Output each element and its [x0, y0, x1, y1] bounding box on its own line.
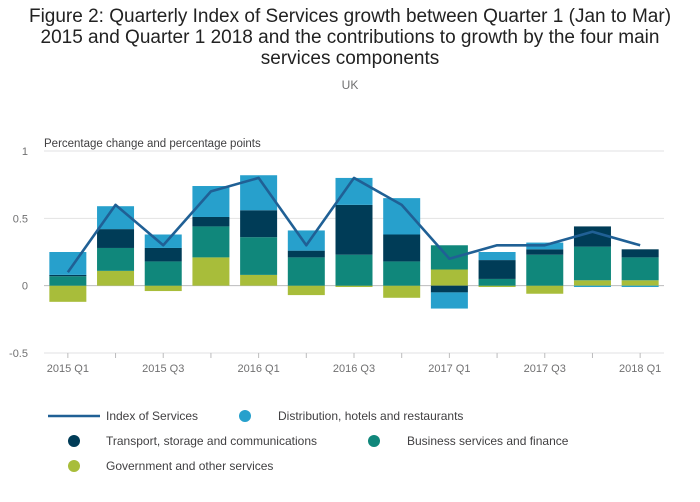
legend-swatch-government-and-other-services: [68, 460, 80, 472]
chart-title: Figure 2: Quarterly Index of Services gr…: [28, 6, 672, 69]
bar-transport-storage-and-communications: [287, 250, 325, 258]
bar-government-and-other-services: [287, 285, 325, 296]
bar-business-services-and-finance: [526, 254, 564, 286]
x-tick-label: 2017 Q1: [428, 363, 470, 375]
bar-business-services-and-finance: [144, 261, 182, 286]
legend-label-government-and-other-services: Government and other services: [106, 459, 273, 473]
bar-government-and-other-services: [240, 274, 278, 286]
bar-transport-storage-and-communications: [240, 210, 278, 238]
x-tick-label: 2015 Q1: [47, 363, 89, 375]
y-tick-label: 0: [22, 281, 28, 293]
bar-government-and-other-services: [478, 285, 516, 288]
x-tick-label: 2016 Q1: [238, 363, 280, 375]
bar-transport-storage-and-communications: [478, 260, 516, 279]
legend-label-distribution-hotels-and-restaurants: Distribution, hotels and restaurants: [278, 409, 463, 423]
chart-subtitle: UK: [341, 78, 359, 92]
bar-business-services-and-finance: [335, 254, 373, 286]
legend-label-index-of-services: Index of Services: [106, 409, 198, 423]
bar-business-services-and-finance: [383, 261, 421, 286]
legend-swatch-transport-storage-and-communications: [68, 435, 80, 447]
bar-business-services-and-finance: [97, 247, 135, 271]
bar-business-services-and-finance: [192, 226, 230, 258]
bar-distribution-hotels-and-restaurants: [430, 292, 468, 309]
bar-transport-storage-and-communications: [97, 229, 135, 248]
bar-transport-storage-and-communications: [192, 216, 230, 227]
bar-transport-storage-and-communications: [49, 274, 87, 277]
x-tick-label: 2016 Q3: [333, 363, 375, 375]
y-axis-label: Percentage change and percentage points: [44, 138, 261, 150]
bar-business-services-and-finance: [621, 257, 659, 281]
index-line: [66, 176, 641, 273]
bar-distribution-hotels-and-restaurants: [97, 206, 135, 230]
bar-business-services-and-finance: [240, 237, 278, 275]
bar-business-services-and-finance: [287, 257, 325, 286]
y-tick-label: -0.5: [9, 348, 28, 360]
bar-business-services-and-finance: [49, 276, 87, 286]
bar-distribution-hotels-and-restaurants: [573, 285, 611, 288]
legend-swatch-distribution-hotels-and-restaurants: [239, 410, 251, 422]
bar-business-services-and-finance: [478, 278, 516, 286]
line-index-of-services: [66, 176, 641, 273]
bar-transport-storage-and-communications: [144, 247, 182, 262]
x-tick-label: 2018 Q1: [619, 363, 661, 375]
bar-transport-storage-and-communications: [430, 285, 468, 293]
bar-transport-storage-and-communications: [573, 226, 611, 247]
bar-transport-storage-and-communications: [526, 249, 564, 255]
bar-government-and-other-services: [383, 285, 421, 298]
bar-government-and-other-services: [144, 285, 182, 292]
bar-government-and-other-services: [573, 280, 611, 286]
bar-transport-storage-and-communications: [621, 249, 659, 258]
x-tick-label: 2017 Q3: [524, 363, 566, 375]
bar-government-and-other-services: [97, 270, 135, 286]
bar-distribution-hotels-and-restaurants: [287, 230, 325, 251]
bar-transport-storage-and-communications: [335, 204, 373, 255]
bar-government-and-other-services: [526, 285, 564, 294]
bar-distribution-hotels-and-restaurants: [335, 177, 373, 205]
bar-government-and-other-services: [49, 285, 87, 302]
y-tick-label: 0.5: [13, 213, 28, 225]
legend-label-transport-storage-and-communications: Transport, storage and communications: [106, 434, 317, 448]
bar-government-and-other-services: [335, 285, 373, 288]
x-tick-label: 2015 Q3: [142, 363, 184, 375]
legend-swatch-business-services-and-finance: [368, 435, 380, 447]
bar-distribution-hotels-and-restaurants: [621, 285, 659, 288]
bar-transport-storage-and-communications: [383, 234, 421, 262]
bar-government-and-other-services: [621, 280, 659, 286]
y-tick-label: 1: [22, 146, 28, 158]
bar-government-and-other-services: [192, 257, 230, 286]
bar-business-services-and-finance: [573, 246, 611, 281]
bar-government-and-other-services: [430, 269, 468, 286]
legend: Index of Services Distribution, hotels an…: [48, 409, 569, 473]
bar-distribution-hotels-and-restaurants: [478, 252, 516, 261]
legend-label-business-services-and-finance: Business services and finance: [407, 434, 569, 448]
axes: 1 0.5 0 -0.5 2015 Q1 2015 Q3 2016 Q1 2016 Q3 201…: [9, 146, 661, 375]
bars: [49, 175, 659, 309]
